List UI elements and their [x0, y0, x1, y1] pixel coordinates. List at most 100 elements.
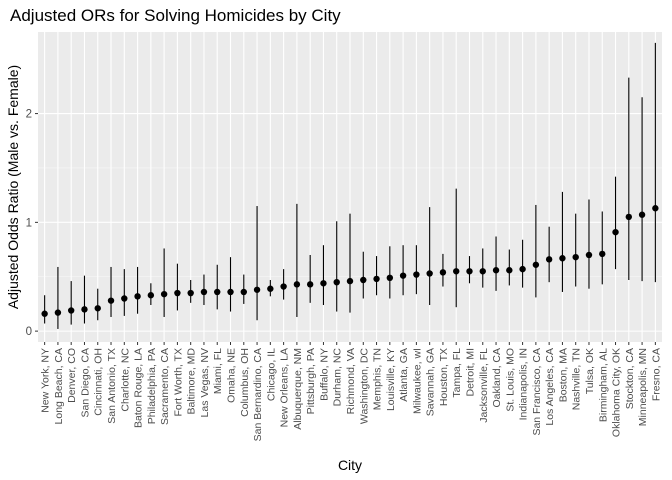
y-axis-ticks: 0 1 2 [26, 109, 38, 338]
data-point [519, 265, 526, 273]
data-point [625, 213, 633, 221]
data-point [346, 277, 354, 285]
data-points [41, 205, 659, 317]
data-point [360, 276, 367, 284]
data-point [453, 268, 460, 275]
x-tick-label: Oakland, CA [491, 348, 503, 408]
data-point [572, 253, 579, 261]
data-point [506, 267, 513, 274]
y-tick-label: 1 [26, 217, 32, 229]
x-tick-label: Cincinnati, OH [93, 348, 105, 416]
data-point [386, 274, 394, 282]
data-point [333, 278, 340, 286]
data-point [94, 305, 101, 312]
x-tick-label: Charlotte, NC [119, 348, 131, 412]
x-tick-label: Pittsburgh, PA [305, 348, 317, 414]
x-tick-label: Boston, MA [557, 348, 569, 402]
data-point [280, 283, 287, 290]
x-tick-label: San Bernardino, CA [252, 348, 264, 441]
data-point [174, 289, 181, 297]
x-tick-label: Washington, DC [358, 348, 370, 424]
data-point [240, 288, 247, 296]
data-point [67, 307, 75, 314]
x-tick-label: Las Vegas, NV [199, 348, 211, 417]
x-tick-label: St. Louis, MO [504, 348, 516, 412]
data-point [426, 270, 433, 277]
x-tick-label: Oklahoma City, OK [611, 348, 623, 437]
data-point [439, 269, 447, 276]
y-tick-label: 0 [26, 326, 32, 338]
chart-title: Adjusted ORs for Solving Homicides by Ci… [10, 6, 341, 25]
x-axis-ticks: New York, NY Long Beach, CA Denver, CO San … [40, 342, 662, 441]
data-point [466, 268, 473, 275]
x-tick-label: Savannah, GA [425, 348, 437, 416]
data-point [652, 205, 659, 212]
data-point [253, 286, 261, 293]
data-point [599, 250, 606, 258]
x-tick-label: Tulsa, OK [584, 348, 596, 394]
data-point [200, 288, 208, 296]
data-point [267, 285, 274, 292]
x-tick-label: Louisville, KY [385, 348, 397, 411]
data-point [320, 280, 327, 287]
x-tick-label: Albuquerque, NM [292, 348, 304, 430]
data-point [413, 271, 420, 278]
data-point [306, 281, 314, 288]
data-point [54, 309, 62, 316]
data-point [612, 228, 619, 236]
x-tick-label: Stockton, CA [624, 348, 636, 409]
data-point [585, 251, 593, 259]
data-point [373, 275, 380, 283]
x-tick-label: New Orleans, LA [279, 348, 291, 427]
x-tick-label: Indianapolis, IN [518, 348, 530, 420]
x-tick-label: Chicago, IL [265, 348, 277, 401]
x-tick-label: Omaha, NE [226, 348, 238, 403]
data-point [559, 255, 566, 262]
data-point [532, 261, 540, 268]
x-tick-label: San Francisco, CA [531, 348, 543, 436]
x-tick-label: Jacksonville, FL [478, 348, 490, 423]
x-tick-label: Birmingham, AL [597, 348, 609, 422]
x-tick-label: Los Angeles, CA [544, 348, 556, 426]
x-tick-label: Richmond, VA [345, 348, 357, 414]
data-point [81, 306, 88, 313]
x-tick-label: Buffalo, NY [318, 348, 330, 401]
x-tick-label: Detroit, MI [464, 348, 476, 396]
x-tick-label: Atlanta, GA [398, 348, 410, 402]
x-tick-label: Fresno, CA [650, 348, 662, 401]
x-tick-label: Long Beach, CA [53, 348, 65, 424]
y-axis-title: Adjusted Odds Ratio (Male vs. Female) [5, 65, 21, 309]
y-tick-label: 2 [26, 109, 32, 121]
data-point [227, 288, 234, 296]
x-tick-label: Memphis, TN [372, 348, 384, 410]
x-tick-label: San Antonio, TX [106, 348, 118, 424]
data-point [121, 295, 128, 302]
data-point [187, 289, 194, 297]
x-tick-label: Columbus, OH [239, 348, 251, 417]
data-point [638, 211, 646, 218]
x-tick-label: Denver, CO [66, 348, 78, 403]
data-point [107, 297, 115, 304]
x-tick-label: Minneapolis, MN [637, 348, 649, 426]
x-tick-label: Sacramento, CA [159, 348, 171, 425]
x-tick-label: Durham, NC [332, 348, 344, 407]
data-point [479, 268, 486, 275]
data-point [545, 256, 553, 263]
data-point [41, 310, 48, 317]
x-tick-label: Fort Worth, TX [172, 348, 184, 416]
x-axis-title: City [338, 457, 362, 473]
data-point [214, 288, 221, 296]
data-point [293, 281, 301, 288]
data-point [399, 272, 407, 279]
data-point [147, 292, 155, 299]
x-tick-label: Tampa, FL [451, 348, 463, 398]
x-tick-label: Baltimore, MD [186, 348, 198, 415]
data-point [160, 290, 168, 298]
x-tick-label: Miami, FL [212, 348, 224, 394]
x-tick-label: New York, NY [40, 348, 52, 413]
x-tick-label: Nashville, TN [571, 348, 583, 410]
data-point [134, 293, 141, 300]
x-tick-label: Houston, TX [438, 348, 450, 406]
x-tick-label: San Diego, CA [79, 348, 91, 417]
